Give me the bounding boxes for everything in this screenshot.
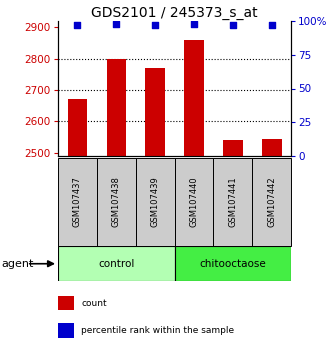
Point: [269, 22, 274, 28]
Bar: [213, 158, 252, 246]
Bar: [58, 323, 74, 338]
Bar: [145, 68, 165, 156]
Text: GSM107442: GSM107442: [267, 176, 276, 227]
Text: agent: agent: [2, 259, 34, 269]
Bar: [184, 40, 204, 156]
Bar: [107, 59, 126, 156]
Point: [230, 22, 236, 28]
Text: GSM107439: GSM107439: [151, 176, 160, 227]
Text: control: control: [98, 259, 134, 269]
Bar: [58, 158, 97, 246]
Bar: [97, 158, 136, 246]
Bar: [68, 99, 87, 156]
Bar: [223, 140, 243, 156]
Text: GSM107440: GSM107440: [190, 176, 199, 227]
Text: GSM107438: GSM107438: [112, 176, 121, 227]
Title: GDS2101 / 245373_s_at: GDS2101 / 245373_s_at: [91, 6, 258, 20]
Bar: [252, 158, 291, 246]
Text: GSM107441: GSM107441: [228, 176, 237, 227]
Bar: [58, 246, 175, 281]
Bar: [175, 246, 291, 281]
Bar: [175, 158, 213, 246]
Point: [114, 21, 119, 27]
Bar: [58, 296, 74, 310]
Text: GSM107437: GSM107437: [73, 176, 82, 227]
Bar: [136, 158, 175, 246]
Point: [75, 22, 80, 28]
Point: [191, 21, 197, 27]
Point: [153, 22, 158, 28]
Text: chitooctaose: chitooctaose: [200, 259, 266, 269]
Text: percentile rank within the sample: percentile rank within the sample: [81, 326, 234, 335]
Text: count: count: [81, 298, 107, 308]
Bar: [262, 138, 282, 156]
